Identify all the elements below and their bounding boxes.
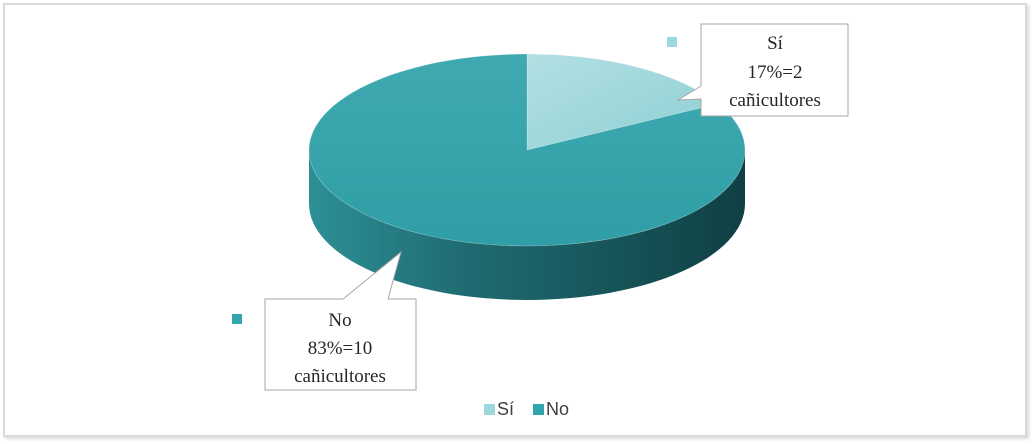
callout-no-box <box>264 250 417 391</box>
callout-no-category: No <box>328 310 351 331</box>
callout-si-marker <box>667 37 677 47</box>
legend: Sí No <box>484 399 569 419</box>
callout-si-category: Sí <box>767 33 784 54</box>
callout-no-percent: 83%=10 <box>308 338 373 359</box>
legend-label-si: Sí <box>497 399 514 419</box>
callout-si-percent: 17%=2 <box>747 62 802 83</box>
callout-no-unit: cañicultores <box>294 366 386 387</box>
callout-si-box <box>677 23 849 117</box>
callout-no-marker <box>232 314 242 324</box>
callout-si: Sí 17%=2 cañicultores <box>667 23 849 117</box>
callout-no: No 83%=10 cañicultores <box>232 250 417 391</box>
legend-swatch-si <box>484 404 495 415</box>
callout-si-unit: cañicultores <box>729 90 821 111</box>
legend-swatch-no <box>533 404 544 415</box>
pie-side-wall <box>309 150 745 300</box>
pie-slice-no <box>308 53 746 247</box>
pie-group <box>308 53 746 300</box>
legend-label-no: No <box>546 399 569 419</box>
